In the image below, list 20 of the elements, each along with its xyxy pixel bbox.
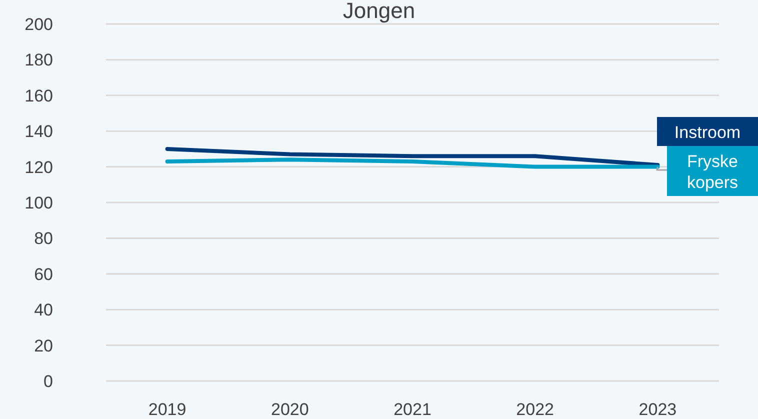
x-tick-label: 2020 [270,400,309,419]
y-tick-label: 160 [24,86,53,106]
series-label: Instroom [674,123,741,142]
y-tick-label: 120 [24,158,53,177]
y-tick-label: 40 [34,300,53,320]
y-tick-label: 80 [34,229,53,248]
chart-title: Jongen [342,0,416,23]
y-tick-label: 140 [24,122,53,142]
y-tick-label: 60 [34,264,53,284]
y-tick-label: 20 [34,336,53,356]
y-tick-label: 100 [24,194,53,212]
line-series [165,146,660,168]
x-tick-label: 2023 [638,400,677,419]
series-label: Fryske kopers [686,152,738,192]
x-tick-label: 2021 [394,400,432,419]
y-tick-label: 180 [24,50,53,70]
x-tick-label: 2019 [148,400,186,419]
y-tick-label: 0 [44,372,53,391]
y-tick-label: 200 [24,15,53,34]
x-tick-label: 2022 [516,400,554,419]
